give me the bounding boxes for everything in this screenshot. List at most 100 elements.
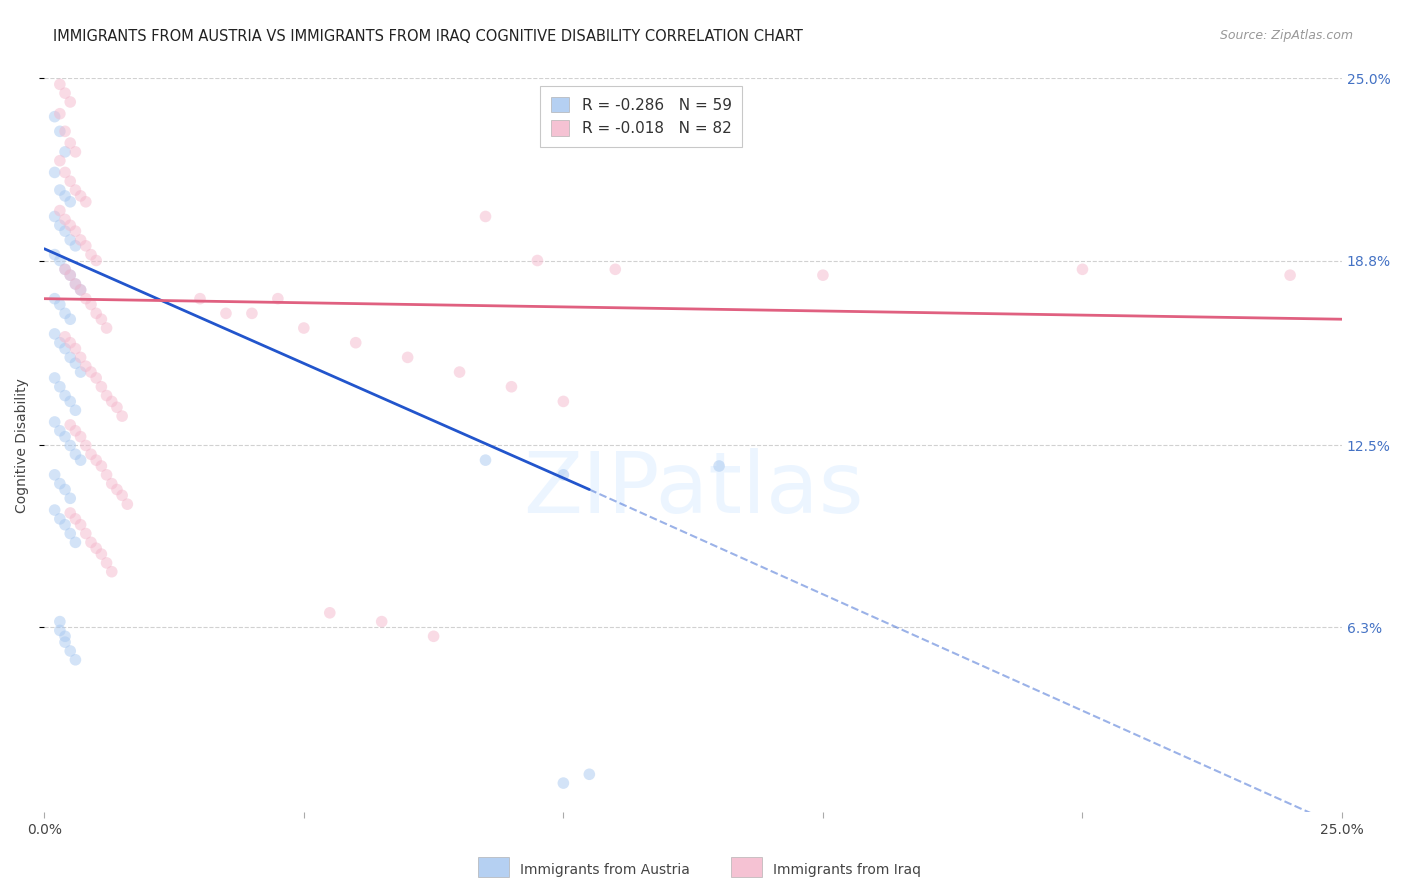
Point <box>44 371 66 385</box>
Point <box>90 458 112 473</box>
Point <box>44 503 66 517</box>
Point <box>84 371 107 385</box>
Point <box>49 183 72 197</box>
Point <box>49 424 72 438</box>
Point <box>44 326 66 341</box>
Point <box>49 476 72 491</box>
Point <box>53 306 76 320</box>
Point <box>69 233 91 247</box>
Point <box>80 297 103 311</box>
Point <box>59 438 82 452</box>
Point <box>65 535 87 549</box>
Point <box>707 458 730 473</box>
Point <box>53 635 76 649</box>
Y-axis label: Cognitive Disability: Cognitive Disability <box>15 378 30 513</box>
Point <box>49 153 72 168</box>
Point <box>1279 268 1302 283</box>
Point <box>59 491 82 506</box>
Legend: R = -0.286   N = 59, R = -0.018   N = 82: R = -0.286 N = 59, R = -0.018 N = 82 <box>540 87 742 147</box>
Point <box>53 483 76 497</box>
Point <box>105 401 128 415</box>
Point <box>65 183 87 197</box>
Point <box>59 506 82 520</box>
Point <box>65 145 87 159</box>
Point <box>44 247 66 261</box>
Point <box>65 277 87 291</box>
Point <box>526 253 548 268</box>
Point <box>69 453 91 467</box>
Point <box>90 547 112 561</box>
Point <box>90 380 112 394</box>
Point <box>59 268 82 283</box>
Point <box>84 453 107 467</box>
Point <box>59 394 82 409</box>
Point <box>59 174 82 188</box>
Point <box>553 467 575 482</box>
Point <box>69 430 91 444</box>
Point <box>59 219 82 233</box>
Point <box>105 483 128 497</box>
Point <box>319 606 342 620</box>
Point <box>44 110 66 124</box>
Point <box>75 239 97 253</box>
Point <box>396 351 419 365</box>
Point <box>344 335 367 350</box>
Point <box>96 556 118 570</box>
Point <box>96 321 118 335</box>
Point <box>53 262 76 277</box>
Point <box>553 776 575 790</box>
Point <box>59 233 82 247</box>
Point <box>80 365 103 379</box>
Point <box>53 330 76 344</box>
Point <box>65 356 87 370</box>
Point <box>240 306 263 320</box>
Point <box>53 517 76 532</box>
Point <box>59 95 82 109</box>
Point <box>553 394 575 409</box>
Point <box>53 145 76 159</box>
Point <box>59 644 82 658</box>
Point <box>1071 262 1094 277</box>
Point <box>49 78 72 92</box>
Point <box>69 283 91 297</box>
Point <box>49 203 72 218</box>
Point <box>75 292 97 306</box>
Text: Source: ZipAtlas.com: Source: ZipAtlas.com <box>1219 29 1353 42</box>
Point <box>69 189 91 203</box>
Point <box>65 403 87 417</box>
Point <box>501 380 523 394</box>
Point <box>474 453 496 467</box>
Point <box>267 292 290 306</box>
Point <box>188 292 211 306</box>
Point <box>53 212 76 227</box>
Point <box>80 447 103 461</box>
Point <box>53 224 76 238</box>
Point <box>49 512 72 526</box>
Point <box>65 224 87 238</box>
Point <box>117 497 139 511</box>
Point <box>422 629 444 643</box>
Point <box>111 409 134 423</box>
Point <box>49 124 72 138</box>
Point <box>75 359 97 374</box>
Point <box>69 283 91 297</box>
Point <box>53 189 76 203</box>
Point <box>65 277 87 291</box>
Point <box>44 210 66 224</box>
Point <box>84 541 107 556</box>
Point <box>44 415 66 429</box>
Point <box>75 526 97 541</box>
Point <box>49 615 72 629</box>
Point <box>100 394 122 409</box>
Point <box>49 253 72 268</box>
Point <box>75 438 97 452</box>
Text: Immigrants from Austria: Immigrants from Austria <box>520 863 690 877</box>
Point <box>49 380 72 394</box>
Point <box>53 124 76 138</box>
Point <box>59 417 82 432</box>
Point <box>96 388 118 402</box>
Point <box>53 430 76 444</box>
Text: Immigrants from Iraq: Immigrants from Iraq <box>773 863 921 877</box>
Point <box>53 86 76 100</box>
Text: ZIPatlas: ZIPatlas <box>523 448 863 531</box>
